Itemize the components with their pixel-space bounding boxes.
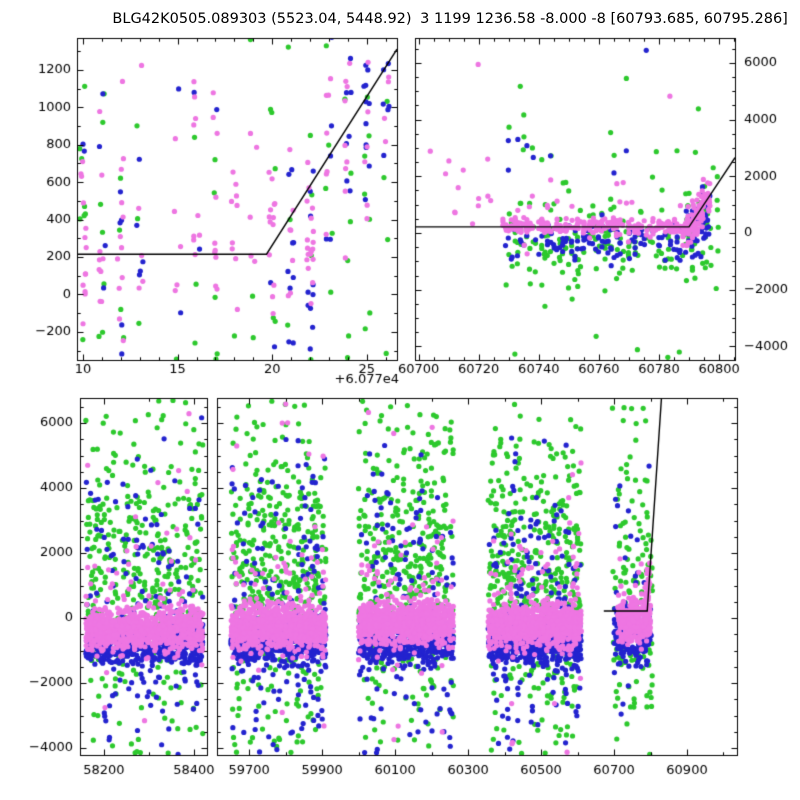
figure-title-left: BLG42K0505.089303 (5523.04, 5448.92)	[112, 11, 412, 27]
figure-title-right: 3 1199 1236.58 -8.000 -8 [60793.685, 607…	[420, 11, 788, 27]
